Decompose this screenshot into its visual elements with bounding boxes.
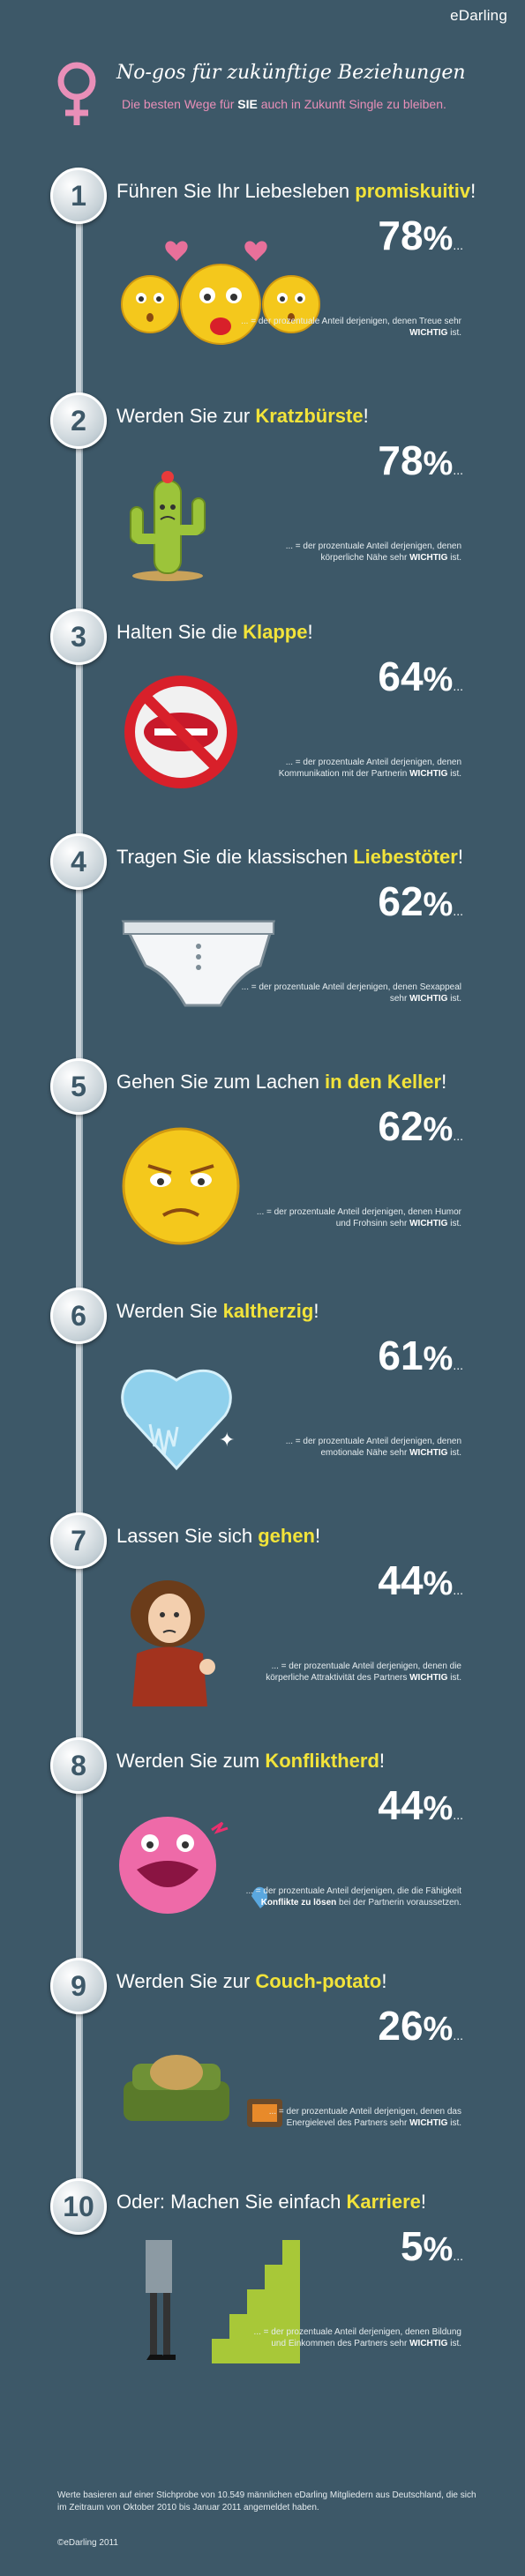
section-10: 10 Oder: Machen Sie einfach Karriere! 5%… — [0, 2178, 525, 2399]
number-badge: 10 — [50, 2178, 107, 2235]
page-title: No-gos für zukünftige Beziehungen — [116, 62, 466, 84]
angry-monster-icon — [115, 1790, 291, 1923]
frozen-heart-icon: ✦ — [115, 1340, 291, 1473]
section-heading: Werden Sie zum Konfliktherd! — [116, 1750, 386, 1772]
percentage-value: 78%... — [378, 437, 463, 483]
career-stairs-icon — [115, 2231, 300, 2363]
percentage-value: 61%... — [378, 1333, 463, 1378]
section-1: 1 Führen Sie Ihr Liebesleben promiskuiti… — [0, 168, 525, 388]
section-5: 5 Gehen Sie zum Lachen in den Keller! 62… — [0, 1058, 525, 1279]
brand-logo: eDarling — [450, 7, 507, 24]
number-badge: 9 — [50, 1958, 107, 2014]
section-heading: Werden Sie zur Kratzbürste! — [116, 405, 369, 427]
percentage-value: 64%... — [378, 653, 463, 699]
venus-icon — [57, 62, 96, 125]
couch-potato-icon — [115, 2011, 291, 2143]
percentage-note: ... = der prozentuale Anteil derjenigen,… — [256, 1207, 461, 1228]
percentage-value: 44%... — [378, 1557, 463, 1603]
number-badge: 2 — [50, 392, 107, 449]
svg-text:✦: ✦ — [219, 1429, 235, 1451]
section-heading: Gehen Sie zum Lachen in den Keller! — [116, 1071, 447, 1093]
section-8: 8 Werden Sie zum Konfliktherd! 44%... ..… — [0, 1737, 525, 1958]
percentage-note: ... = der prozentuale Anteil derjenigen,… — [241, 317, 461, 338]
section-heading: Tragen Sie die klassischen Liebestöter! — [116, 846, 463, 868]
smiley-faces-icon — [115, 220, 320, 353]
percentage-value: 62%... — [378, 878, 463, 924]
percentage-note: ... = der prozentuale Anteil derjenigen,… — [266, 1661, 461, 1683]
percentage-value: 78%... — [378, 213, 463, 258]
section-3: 3 Halten Sie die Klappe! 64%... ... = de… — [0, 609, 525, 829]
messy-woman-icon — [115, 1565, 291, 1706]
grumpy-smiley-icon — [115, 1111, 291, 1245]
percentage-value: 44%... — [378, 1782, 463, 1828]
percentage-value: 5%... — [400, 2223, 463, 2269]
percentage-note: ... = der prozentuale Anteil derjenigen,… — [245, 1886, 461, 1908]
section-2: 2 Werden Sie zur Kratzbürste! 78%... ...… — [0, 392, 525, 613]
section-9: 9 Werden Sie zur Couch-potato! 26%... ..… — [0, 1958, 525, 2178]
section-heading: Werden Sie kaltherzig! — [116, 1300, 319, 1322]
number-badge: 8 — [50, 1737, 107, 1794]
page-subtitle: Die besten Wege für SIE auch in Zukunft … — [122, 97, 446, 111]
timeline-line — [76, 185, 83, 2231]
section-4: 4 Tragen Sie die klassischen Liebestöter… — [0, 833, 525, 1054]
percentage-note: ... = der prozentuale Anteil derjenigen,… — [278, 758, 461, 779]
section-heading: Halten Sie die Klappe! — [116, 621, 313, 643]
section-heading: Führen Sie Ihr Liebesleben promiskuitiv! — [116, 180, 476, 202]
percentage-note: ... = der prozentuale Anteil derjenigen,… — [285, 541, 461, 563]
cactus-icon — [115, 445, 291, 581]
number-badge: 3 — [50, 609, 107, 665]
number-badge: 7 — [50, 1512, 107, 1569]
percentage-note: ... = der prozentuale Anteil derjenigen,… — [241, 982, 461, 1004]
number-badge: 1 — [50, 168, 107, 224]
section-heading: Werden Sie zur Couch-potato! — [116, 1970, 387, 1992]
number-badge: 4 — [50, 833, 107, 890]
number-badge: 5 — [50, 1058, 107, 1115]
header: No-gos für zukünftige Beziehungen Die be… — [0, 0, 525, 150]
percentage-note: ... = der prozentuale Anteil derjenigen,… — [253, 2327, 461, 2348]
section-heading: Oder: Machen Sie einfach Karriere! — [116, 2191, 426, 2213]
percentage-value: 26%... — [378, 2003, 463, 2049]
section-7: 7 Lassen Sie sich gehen! 44%... ... = de… — [0, 1512, 525, 1733]
number-badge: 6 — [50, 1288, 107, 1344]
percentage-note: ... = der prozentuale Anteil derjenigen,… — [268, 2107, 461, 2128]
forbidden-lips-icon — [115, 661, 291, 794]
percentage-note: ... = der prozentuale Anteil derjenigen,… — [285, 1437, 461, 1458]
footer-note: Werte basieren auf einer Stichprobe von … — [57, 2490, 476, 2513]
underpants-icon — [115, 886, 291, 1019]
percentage-value: 62%... — [378, 1103, 463, 1149]
section-heading: Lassen Sie sich gehen! — [116, 1525, 321, 1547]
copyright: ©eDarling 2011 — [57, 2538, 118, 2548]
section-6: 6 Werden Sie kaltherzig! ✦ 61%... ... = … — [0, 1288, 525, 1508]
